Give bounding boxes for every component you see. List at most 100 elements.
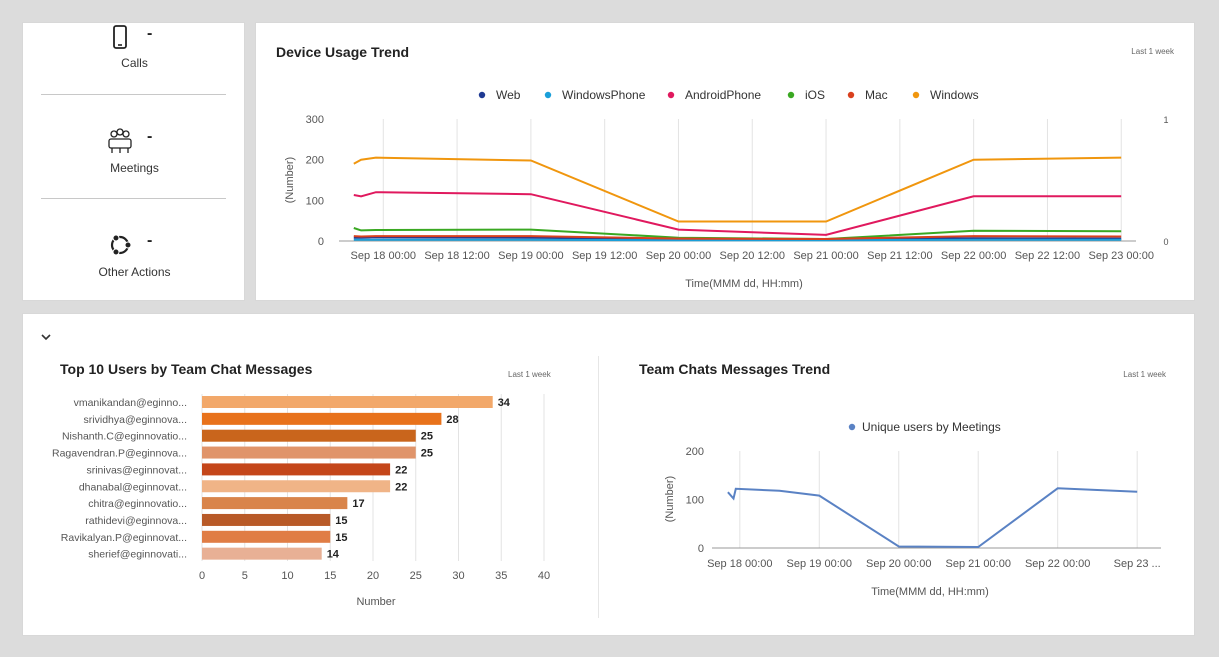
bar <box>202 480 391 493</box>
x-tick-label: Sep 19 00:00 <box>787 558 852 570</box>
panel-divider <box>598 356 599 618</box>
device-usage-title: Device Usage Trend <box>276 44 410 60</box>
x-tick-label: Sep 22 00:00 <box>941 250 1006 262</box>
bar <box>202 547 322 560</box>
team-chat-card: Top 10 Users by Team Chat Messages Last … <box>22 313 1195 636</box>
side-divider <box>41 94 226 95</box>
series-line-androidphone <box>353 191 1122 236</box>
series-line-unique-users <box>727 487 1138 549</box>
y-tick-label: 200 <box>686 446 704 458</box>
y-tick-label: 0 <box>318 236 324 248</box>
legend-label: iOS <box>805 88 825 102</box>
summary-item-other-actions[interactable]: - Other Actions <box>23 228 246 288</box>
y-tick-label: 0 <box>698 543 704 555</box>
y-axis-title: (Number) <box>664 476 676 522</box>
x-axis-title: Time(MMM dd, HH:mm) <box>685 278 803 290</box>
data-label: 22 <box>395 464 407 476</box>
x-axis-title: Number <box>356 596 395 608</box>
x-tick-label: 40 <box>538 570 550 582</box>
y-tick-label: 100 <box>306 195 324 207</box>
summary-card: - Calls - Meetings - Other Actions <box>22 22 245 301</box>
x-tick-label: Sep 21 00:00 <box>793 250 858 262</box>
y-tick-label: 100 <box>686 495 704 507</box>
category-label: dhanabal@eginnovat... <box>79 481 187 493</box>
category-label: vmanikandan@eginno... <box>74 397 187 409</box>
x-tick-label: 30 <box>452 570 464 582</box>
bar <box>202 412 442 425</box>
data-label: 15 <box>335 515 347 527</box>
bar <box>202 463 391 476</box>
x-tick-label: 35 <box>495 570 507 582</box>
y-tick-label: 200 <box>306 155 324 167</box>
legend-marker <box>912 91 920 99</box>
x-tick-label: 0 <box>199 570 205 582</box>
x-tick-label: Sep 23 ... <box>1114 558 1161 570</box>
x-tick-label: Sep 22 12:00 <box>1015 250 1080 262</box>
bar <box>202 513 331 526</box>
ubuntu-icon <box>110 234 132 256</box>
top-users-range[interactable]: Last 1 week <box>508 370 551 379</box>
x-tick-label: 5 <box>242 570 248 582</box>
x-tick-label: Sep 19 00:00 <box>498 250 563 262</box>
legend-marker <box>847 91 855 99</box>
top-users-title: Top 10 Users by Team Chat Messages <box>60 361 313 377</box>
x-tick-label: Sep 18 00:00 <box>351 250 416 262</box>
chevron-down-icon[interactable] <box>39 330 53 344</box>
x-tick-label: Sep 18 00:00 <box>707 558 772 570</box>
x-tick-label: 20 <box>367 570 379 582</box>
y2-tick-label: 0 <box>1163 237 1168 247</box>
legend-label: WindowsPhone <box>562 88 646 102</box>
bar <box>202 429 416 442</box>
summary-item-calls[interactable]: - Calls <box>23 23 246 93</box>
series-line-windows <box>353 156 1122 223</box>
calls-label: Calls <box>121 56 148 70</box>
phone-icon <box>113 25 127 49</box>
category-label: Nishanth.C@eginnovatio... <box>62 431 187 443</box>
bar <box>202 497 348 510</box>
x-tick-label: Sep 18 12:00 <box>424 250 489 262</box>
y-axis-title: (Number) <box>284 157 296 203</box>
series-line-mac <box>353 235 1122 241</box>
y-tick-label: 300 <box>306 114 324 126</box>
legend-label: Windows <box>930 88 979 102</box>
category-label: rathidevi@eginnova... <box>85 515 187 527</box>
data-label: 28 <box>446 414 458 426</box>
x-tick-label: 15 <box>324 570 336 582</box>
category-label: Ravikalyan.P@eginnovat... <box>61 532 187 544</box>
x-tick-label: Sep 19 12:00 <box>572 250 637 262</box>
device-usage-range[interactable]: Last 1 week <box>1131 47 1174 56</box>
team-trend-chart: Unique users by Meetings Sep 18 00:00 Sep … <box>664 420 1161 598</box>
x-tick-label: Sep 23 00:00 <box>1089 250 1154 262</box>
x-axis-title: Time(MMM dd, HH:mm) <box>871 586 989 598</box>
legend-marker <box>544 91 552 99</box>
meetings-value: - <box>147 128 153 145</box>
x-tick-label: Sep 21 00:00 <box>945 558 1010 570</box>
meetings-label: Meetings <box>110 161 159 175</box>
x-tick-label: 10 <box>281 570 293 582</box>
legend-label: Mac <box>865 88 888 102</box>
other-actions-label: Other Actions <box>98 265 171 279</box>
legend-marker <box>787 91 795 99</box>
other-actions-value: - <box>147 232 153 249</box>
summary-item-meetings[interactable]: - Meetings <box>23 123 246 183</box>
data-label: 34 <box>498 397 511 409</box>
top-users-chart: 0 5 10 15 20 25 30 35 40 Number vmanikandan@eginno… <box>52 394 550 608</box>
category-label: chitra@eginnovatio... <box>88 498 187 510</box>
calls-value: - <box>147 25 153 42</box>
team-trend-range[interactable]: Last 1 week <box>1123 370 1166 379</box>
data-label: 15 <box>335 532 347 544</box>
bar <box>202 446 416 459</box>
x-tick-label: Sep 20 12:00 <box>720 250 785 262</box>
team-trend-title: Team Chats Messages Trend <box>639 361 831 377</box>
legend-label: Web <box>496 88 521 102</box>
category-label: srividhya@eginnova... <box>84 414 187 426</box>
x-tick-label: Sep 20 00:00 <box>646 250 711 262</box>
side-divider <box>41 198 226 199</box>
legend-label: AndroidPhone <box>685 88 761 102</box>
category-label: sherief@eginnovati... <box>88 549 187 561</box>
device-usage-card: Device Usage Trend Last 1 week Web Window… <box>255 22 1195 301</box>
series-line-ios <box>353 227 1122 241</box>
category-label: srinivas@eginnovat... <box>86 464 187 476</box>
category-label: Ragavendran.P@eginnova... <box>52 448 187 460</box>
bar <box>202 396 493 408</box>
